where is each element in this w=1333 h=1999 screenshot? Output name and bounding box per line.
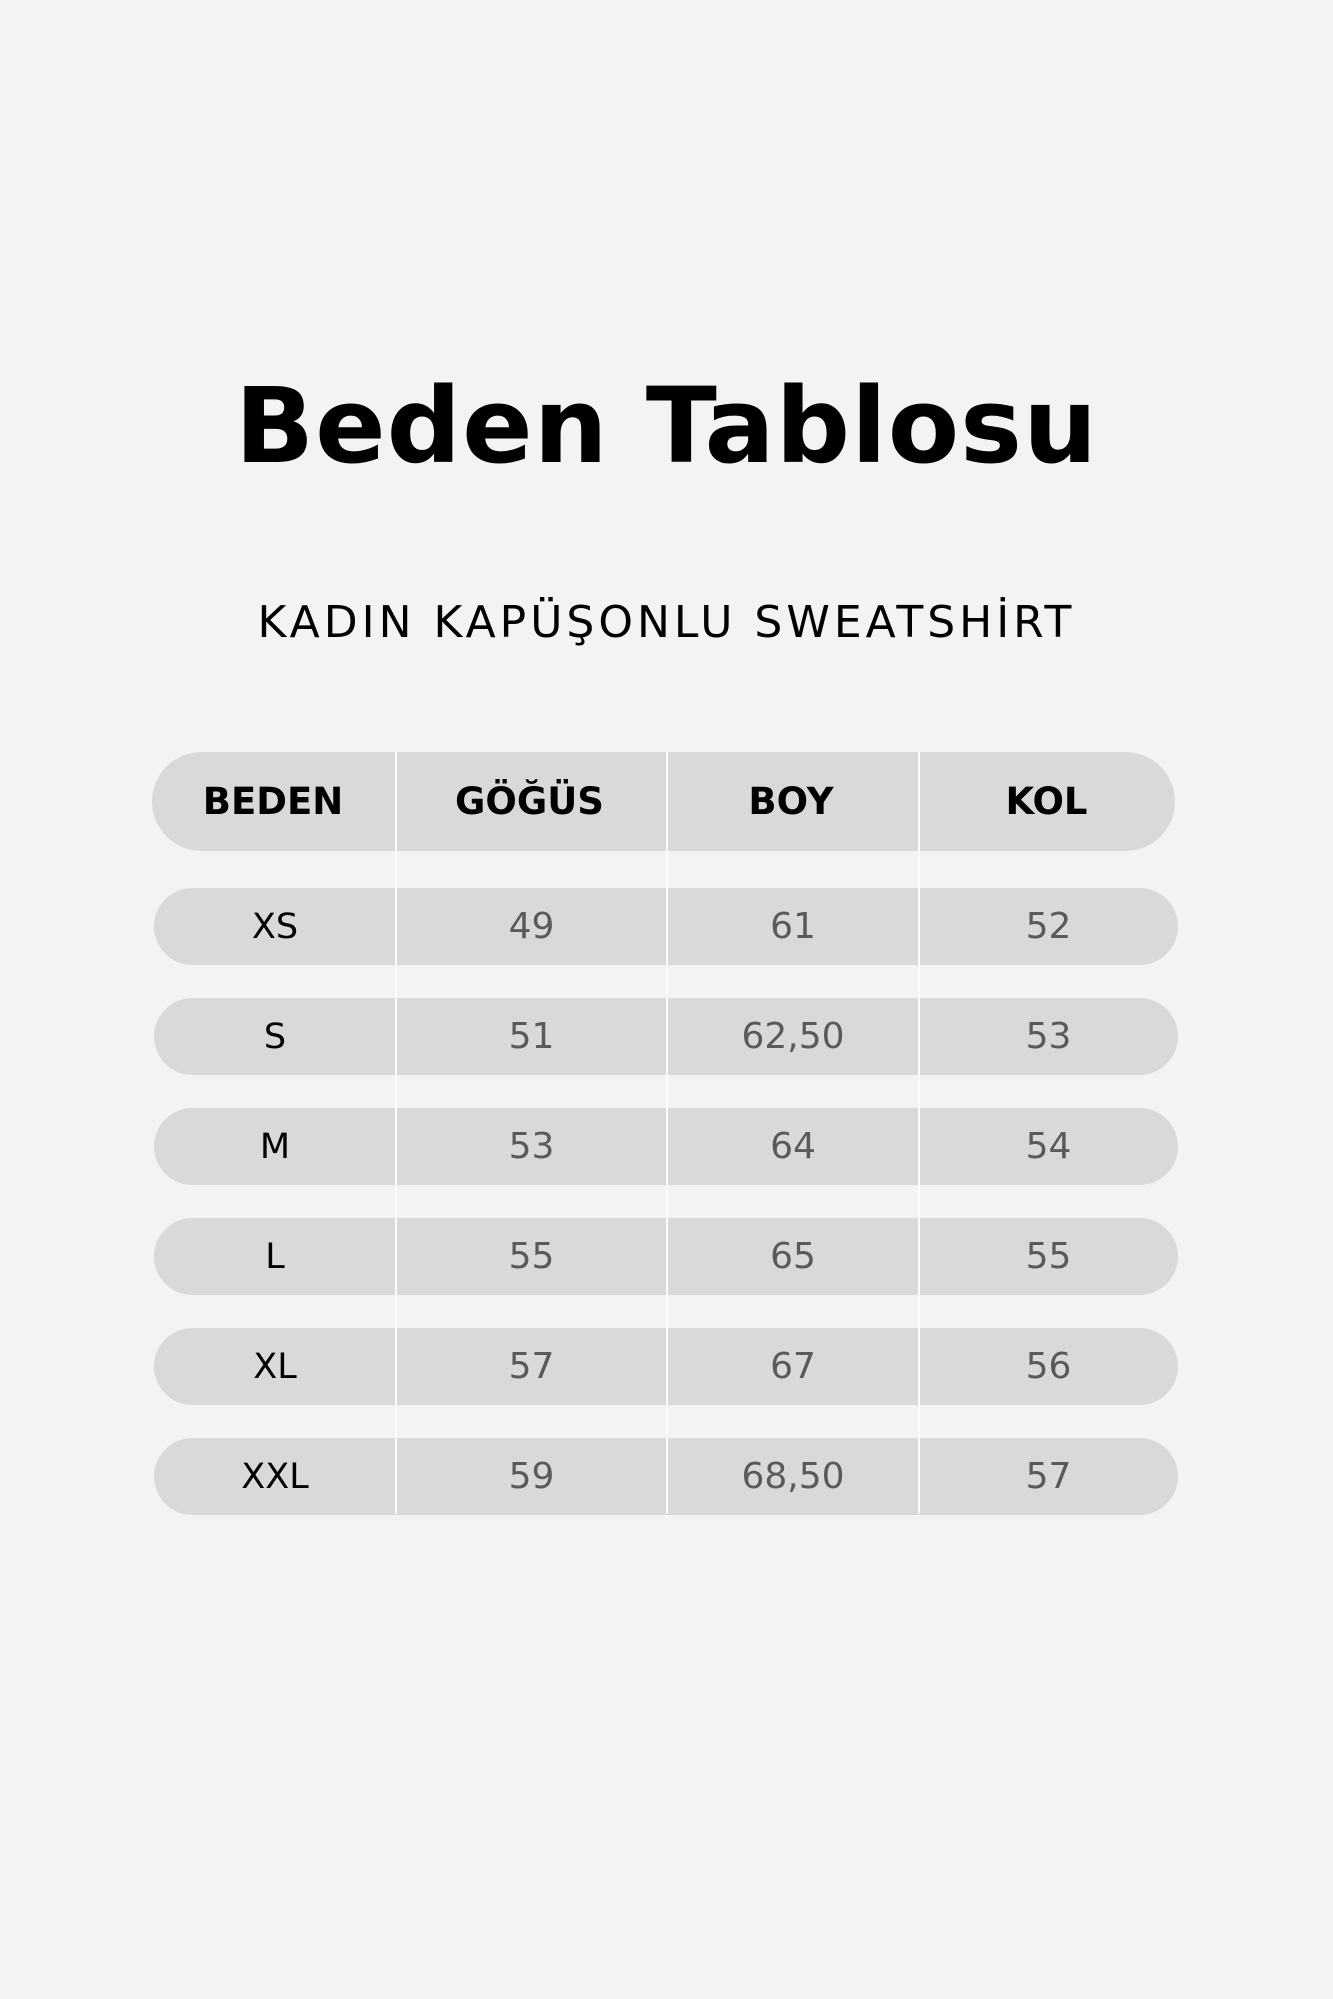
- table-header-row: BEDEN GÖĞÜS BOY KOL: [152, 752, 1175, 851]
- cell-gogus: 49: [508, 906, 555, 947]
- cell-kol: 56: [1025, 1346, 1072, 1387]
- cell-gogus: 57: [508, 1346, 555, 1387]
- page-subtitle: KADIN KAPÜŞONLU SWEATSHİRT: [257, 597, 1076, 648]
- header-kol: KOL: [1005, 780, 1088, 823]
- cell-kol: 52: [1025, 906, 1072, 947]
- cell-size: L: [265, 1236, 285, 1277]
- cell-boy: 65: [770, 1236, 816, 1277]
- cell-kol: 57: [1025, 1456, 1072, 1497]
- cell-boy: 64: [770, 1126, 816, 1167]
- page-title: Beden Tablosu: [234, 365, 1099, 487]
- cell-kol: 54: [1025, 1126, 1072, 1167]
- cell-size: XXL: [241, 1456, 309, 1497]
- header-boy: BOY: [748, 780, 834, 823]
- cell-size: XL: [253, 1346, 297, 1387]
- cell-gogus: 51: [508, 1016, 555, 1057]
- cell-size: S: [263, 1016, 287, 1057]
- cell-kol: 55: [1025, 1236, 1072, 1277]
- cell-kol: 53: [1025, 1016, 1072, 1057]
- cell-boy: 62,50: [741, 1016, 845, 1057]
- cell-boy: 61: [770, 906, 816, 947]
- cell-boy: 68,50: [741, 1456, 845, 1497]
- column-divider: [918, 752, 920, 1514]
- cell-size: M: [259, 1126, 291, 1167]
- header-beden: BEDEN: [202, 780, 344, 823]
- column-divider: [395, 752, 397, 1514]
- cell-gogus: 53: [508, 1126, 555, 1167]
- cell-size: XS: [251, 906, 299, 947]
- column-divider: [666, 752, 668, 1514]
- header-gogus: GÖĞÜS: [455, 780, 604, 823]
- cell-boy: 67: [770, 1346, 816, 1387]
- cell-gogus: 55: [508, 1236, 555, 1277]
- cell-gogus: 59: [508, 1456, 555, 1497]
